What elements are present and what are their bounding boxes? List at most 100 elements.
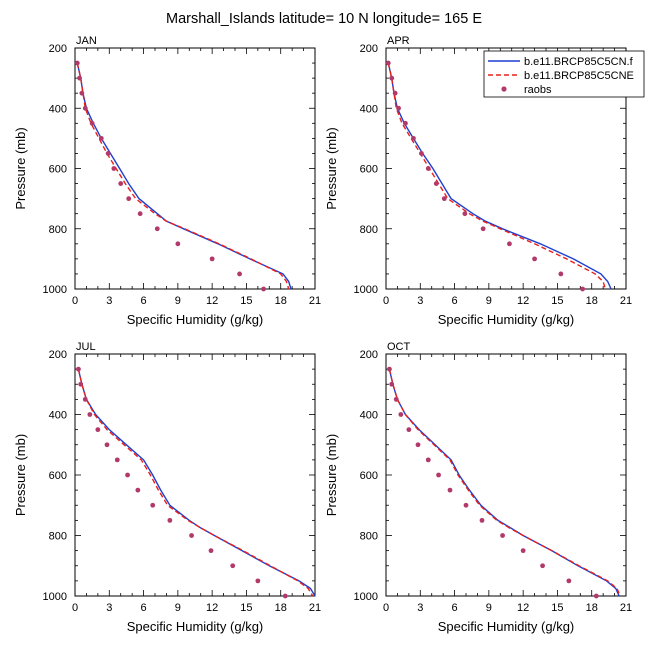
- legend-marker-raobs: [501, 86, 507, 92]
- x-tick-label: 9: [486, 602, 492, 614]
- y-tick-label: 1000: [43, 591, 67, 603]
- raobs-point: [387, 366, 392, 372]
- y-tick-label: 400: [360, 410, 378, 422]
- series-line-cne: [76, 62, 290, 290]
- series-line-cne: [388, 368, 621, 597]
- x-tick-label: 3: [106, 602, 112, 614]
- raobs-point: [389, 381, 395, 387]
- x-tick-label: 21: [620, 602, 632, 614]
- raobs-point: [500, 533, 505, 538]
- x-tick-label: 15: [551, 602, 563, 614]
- y-tick-label: 1000: [354, 284, 378, 296]
- y-tick-label: 400: [49, 103, 67, 115]
- raobs-point: [479, 517, 485, 523]
- raobs-point: [208, 548, 214, 554]
- y-tick-label: 200: [49, 349, 67, 361]
- x-tick-label: 15: [240, 602, 252, 614]
- raobs-point: [540, 563, 545, 569]
- x-tick-label: 3: [106, 295, 112, 307]
- y-tick-label: 200: [360, 349, 378, 361]
- raobs-point: [447, 487, 453, 493]
- x-tick-label: 12: [206, 602, 218, 614]
- x-tick-label: 21: [620, 295, 632, 307]
- panel-label: APR: [387, 35, 410, 47]
- raobs-point: [175, 241, 181, 247]
- raobs-point: [111, 166, 117, 171]
- series-line-cn: [76, 62, 292, 290]
- raobs-point: [389, 75, 395, 81]
- series-line-cn: [77, 368, 316, 597]
- raobs-point: [433, 181, 439, 186]
- raobs-point: [237, 271, 242, 277]
- x-tick-label: 6: [141, 602, 147, 614]
- y-tick-label: 600: [49, 164, 67, 176]
- x-tick-label: 6: [452, 295, 458, 307]
- x-tick-label: 3: [417, 295, 423, 307]
- raobs-point: [154, 226, 160, 232]
- raobs-point: [415, 442, 421, 448]
- x-axis-label: Specific Humidity (g/kg): [127, 619, 264, 634]
- raobs-point: [507, 241, 512, 247]
- x-tick-label: 3: [417, 602, 423, 614]
- raobs-point: [104, 442, 110, 448]
- y-tick-label: 600: [360, 470, 378, 482]
- x-axis-label: Specific Humidity (g/kg): [127, 312, 264, 327]
- panel-jul: 0 3 6 9 12 15 18 21 200 400 600 800 1000 Specific Hum…: [13, 341, 321, 634]
- x-tick-label: 15: [551, 295, 563, 307]
- raobs-point: [98, 135, 104, 141]
- raobs-point: [425, 166, 431, 171]
- raobs-point: [593, 593, 599, 599]
- panel-label: JUL: [76, 341, 96, 353]
- y-tick-label: 600: [360, 164, 378, 176]
- y-tick-label: 600: [49, 470, 67, 482]
- y-axis-label: Pressure (mb): [324, 434, 339, 516]
- raobs-point: [403, 120, 408, 126]
- x-tick-label: 15: [240, 295, 252, 307]
- series-line-cne: [77, 368, 314, 597]
- x-tick-label: 12: [517, 602, 529, 614]
- x-tick-label: 12: [206, 295, 218, 307]
- panel-oct: 0 3 6 9 12 15 18 21 200 400 600 800 1000 Specific Hum…: [324, 341, 632, 634]
- y-tick-label: 400: [360, 103, 378, 115]
- raobs-point: [425, 457, 431, 463]
- raobs-point: [396, 105, 401, 111]
- raobs-point: [78, 381, 84, 387]
- y-axis-label: Pressure (mb): [13, 434, 28, 516]
- raobs-point: [82, 396, 88, 402]
- raobs-point: [125, 472, 130, 478]
- x-tick-label: 21: [309, 602, 321, 614]
- legend-box: [483, 50, 645, 98]
- plot-frame: [385, 353, 627, 597]
- panels-group: 0 3 6 9 12 15 18 21 200 400 600 800 1000 Specific Hum…: [13, 35, 632, 634]
- x-tick-label: 18: [275, 602, 287, 614]
- raobs-point: [230, 563, 236, 569]
- y-tick-label: 800: [49, 531, 67, 543]
- y-tick-label: 200: [49, 43, 67, 55]
- legend-label: raobs: [524, 84, 552, 96]
- x-axis-label: Specific Humidity (g/kg): [438, 312, 575, 327]
- series-line-cn: [388, 368, 620, 597]
- raobs-point: [135, 487, 141, 493]
- x-tick-label: 6: [452, 602, 458, 614]
- raobs-point: [558, 271, 564, 277]
- raobs-point: [209, 256, 215, 262]
- raobs-point: [463, 502, 469, 508]
- y-tick-label: 800: [360, 531, 378, 543]
- y-axis-label: Pressure (mb): [324, 127, 339, 209]
- x-tick-label: 0: [72, 602, 78, 614]
- legend: b.e11.BRCP85C5CN.f b.e11.BRCP85C5CNE raobs: [483, 50, 645, 98]
- x-tick-label: 0: [383, 295, 389, 307]
- y-tick-label: 1000: [43, 284, 67, 296]
- panel-apr: 0 3 6 9 12 15 18 21 200 400 600 800 1000 Specific Hum…: [324, 35, 632, 327]
- panel-jan: 0 3 6 9 12 15 18 21 200 400 600 800 1000 Specific Hum…: [13, 35, 321, 327]
- y-tick-label: 400: [49, 410, 67, 422]
- raobs-point: [441, 196, 447, 202]
- raobs-point: [580, 286, 585, 292]
- raobs-point: [118, 181, 124, 186]
- figure-title: Marshall_Islands latitude= 10 N longitud…: [166, 11, 482, 27]
- x-axis-label: Specific Humidity (g/kg): [438, 619, 575, 634]
- plot-frame: [74, 353, 316, 597]
- x-tick-label: 9: [486, 295, 492, 307]
- legend-label: b.e11.BRCP85C5CN.f: [524, 56, 634, 68]
